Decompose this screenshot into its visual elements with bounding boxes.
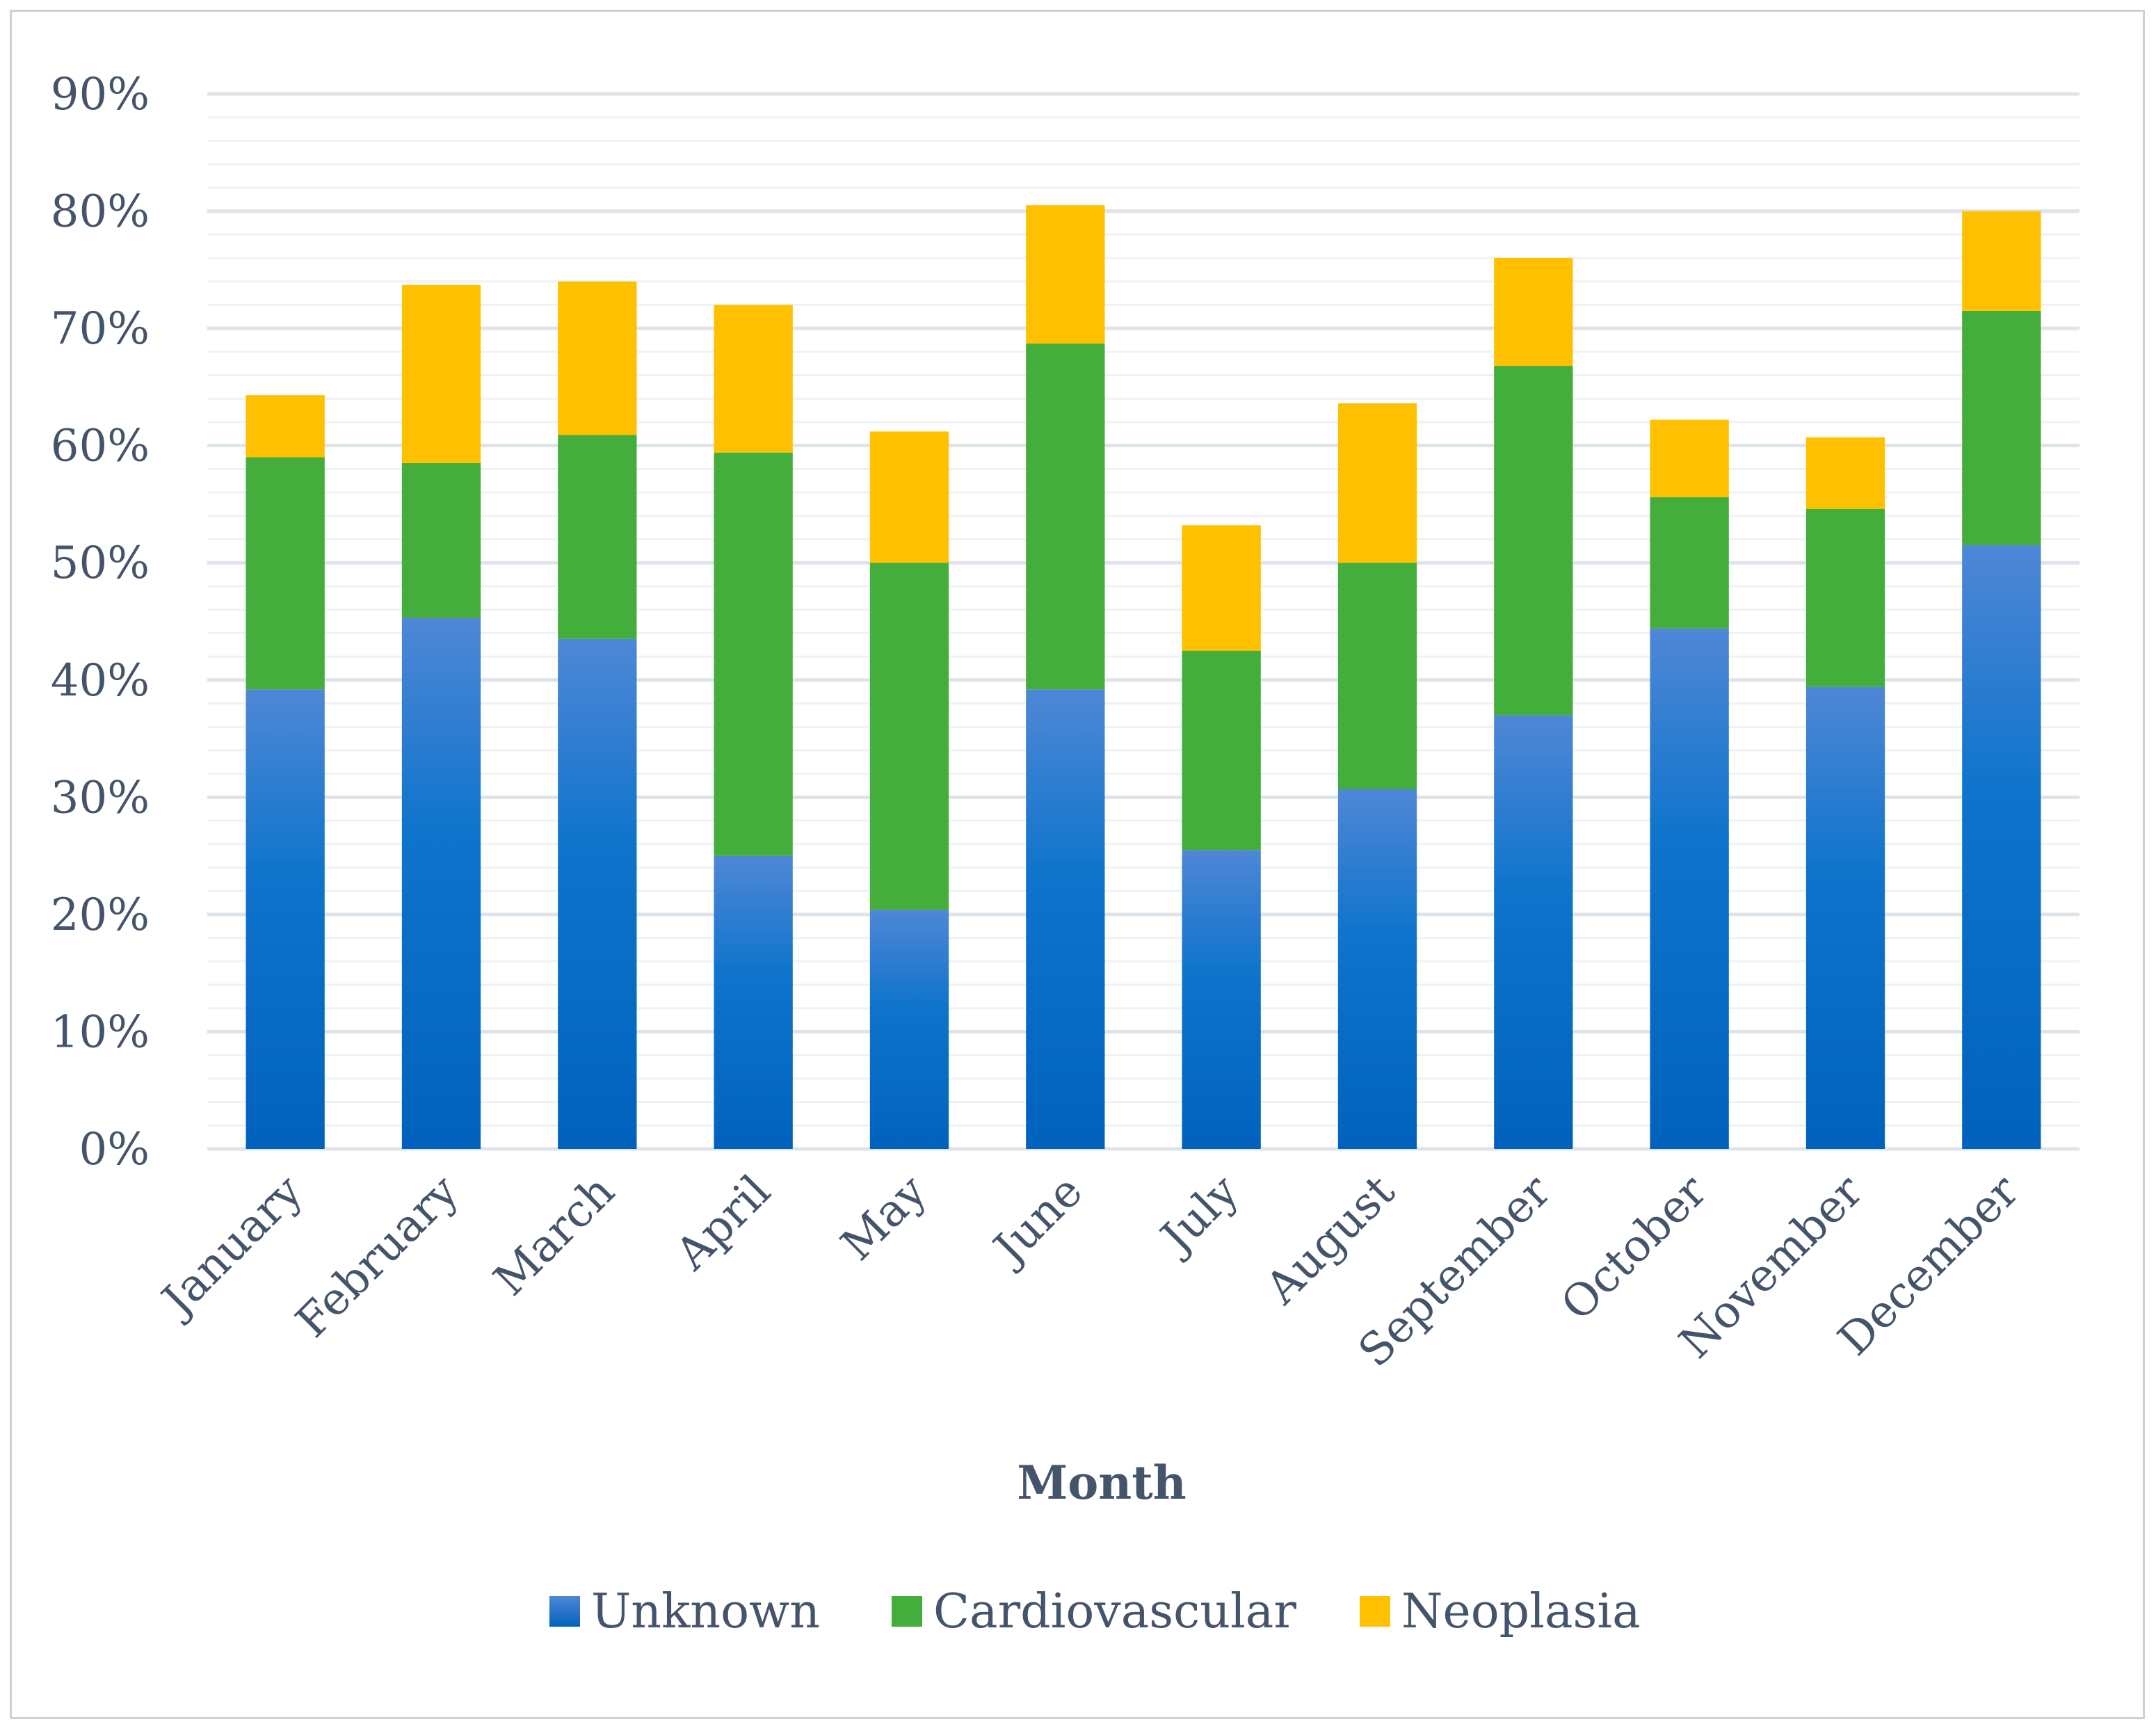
bar-neoplasia-august <box>1337 403 1417 563</box>
y-tick-label: 60% <box>51 421 150 472</box>
y-tick-label: 20% <box>51 889 150 941</box>
y-tick-label: 0% <box>79 1124 150 1175</box>
bar-cardiovascular-may <box>869 563 949 910</box>
x-axis-title: Month <box>1017 1456 1186 1510</box>
x-tick-label-october: October <box>1552 1166 1717 1331</box>
y-tick-label: 80% <box>51 186 150 238</box>
y-tick-label: 30% <box>51 772 150 823</box>
y-tick-label: 40% <box>51 655 150 707</box>
y-tick-label: 10% <box>51 1006 150 1058</box>
y-tick-label: 70% <box>51 303 150 355</box>
legend-label-unknown: Unknown <box>591 1584 820 1639</box>
bar-cardiovascular-april <box>714 452 793 856</box>
bar-cardiovascular-november <box>1805 508 1885 687</box>
legend-label-neoplasia: Neoplasia <box>1401 1584 1641 1639</box>
bar-neoplasia-february <box>401 284 481 463</box>
legend-swatch-cardiovascular <box>892 1596 922 1627</box>
legend-swatch-neoplasia <box>1360 1596 1390 1627</box>
bar-neoplasia-june <box>1026 205 1105 344</box>
bar-cardiovascular-june <box>1026 344 1105 690</box>
bar-cardiovascular-december <box>1962 310 2041 545</box>
x-tick-label-july: July <box>1149 1166 1249 1266</box>
x-tick-label-february: February <box>287 1166 469 1348</box>
bar-cardiovascular-august <box>1337 563 1417 789</box>
y-tick-label: 50% <box>51 538 150 589</box>
bar-unknown-january <box>246 689 325 1149</box>
legend: Unknown Cardiovascular Neoplasia <box>549 1584 1641 1639</box>
bar-unknown-october <box>1650 628 1729 1149</box>
bar-unknown-december <box>1962 545 2041 1149</box>
bar-cardiovascular-march <box>558 435 637 639</box>
legend-swatch-unknown <box>549 1596 580 1627</box>
bar-neoplasia-december <box>1962 211 2041 311</box>
bar-neoplasia-july <box>1182 525 1261 651</box>
bar-cardiovascular-july <box>1182 650 1261 851</box>
bar-cardiovascular-january <box>246 457 325 690</box>
x-tick-label-june: June <box>981 1166 1093 1277</box>
y-axis-tick-labels: 0% 10% 20% 30% 40% 50% 60% 70% 80% 90% <box>51 69 150 1175</box>
bar-unknown-september <box>1494 715 1573 1149</box>
bar-unknown-april <box>714 855 793 1149</box>
bar-cardiovascular-october <box>1650 497 1729 629</box>
x-tick-label-may: May <box>832 1166 937 1271</box>
bar-unknown-june <box>1026 689 1105 1149</box>
bar-neoplasia-september <box>1494 257 1573 367</box>
bar-unknown-february <box>401 618 481 1149</box>
bar-cardiovascular-september <box>1494 366 1573 716</box>
legend-label-cardiovascular: Cardiovascular <box>933 1584 1296 1639</box>
bar-neoplasia-april <box>714 305 793 453</box>
bar-unknown-august <box>1337 789 1417 1149</box>
bar-series <box>246 205 2041 1149</box>
bar-unknown-november <box>1805 686 1885 1149</box>
minor-gridlines <box>207 116 2079 1127</box>
bar-unknown-march <box>558 638 637 1149</box>
x-tick-label-january: January <box>150 1166 312 1328</box>
bar-neoplasia-october <box>1650 419 1729 497</box>
bar-neoplasia-november <box>1805 437 1885 509</box>
bar-unknown-july <box>1182 850 1261 1149</box>
bar-neoplasia-march <box>558 281 637 435</box>
x-tick-label-april: April <box>666 1166 780 1280</box>
bar-cardiovascular-february <box>401 462 481 618</box>
bar-neoplasia-may <box>869 431 949 563</box>
x-tick-label-august: August <box>1255 1166 1405 1315</box>
bar-neoplasia-january <box>246 395 325 458</box>
bar-unknown-may <box>869 910 949 1149</box>
major-gridlines <box>207 92 2079 1151</box>
x-tick-label-march: March <box>484 1166 625 1306</box>
y-tick-label: 90% <box>51 69 150 120</box>
